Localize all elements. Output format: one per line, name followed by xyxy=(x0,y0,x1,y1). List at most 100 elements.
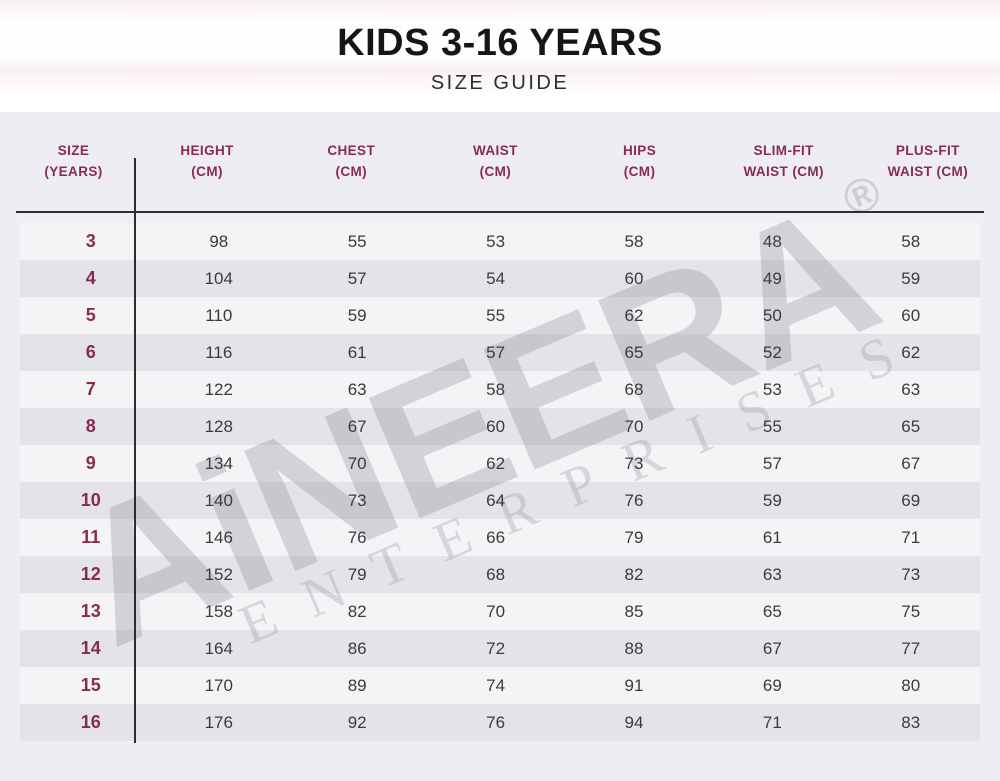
measurement-value: 176 xyxy=(204,712,233,732)
table-row-size-13: 13 158 82 70 85 65 75 xyxy=(20,593,980,630)
measurement-value: 71 xyxy=(901,527,921,547)
header-row: SIZE (YEARS) HEIGHT (CM) CHEST (CM) WAIST (CM) H… xyxy=(0,112,1000,211)
measurement-value: 58 xyxy=(486,379,506,399)
measurement-value: 92 xyxy=(347,712,367,732)
measurement-value: 68 xyxy=(624,379,644,399)
column-header-height-cm: HEIGHT (CM) xyxy=(180,142,234,179)
column-header-waist-cm: WAIST (CM) xyxy=(473,142,518,179)
measurement-value: 62 xyxy=(486,453,506,473)
measurement-value: 74 xyxy=(486,675,506,695)
measurement-value: 64 xyxy=(486,490,506,510)
measurement-value: 77 xyxy=(901,638,921,658)
size-value: 14 xyxy=(80,638,101,658)
measurement-value: 128 xyxy=(204,416,233,436)
measurement-value: 62 xyxy=(624,305,644,325)
measurement-value: 70 xyxy=(624,416,644,436)
column-header-size-years: SIZE (YEARS) xyxy=(44,142,103,179)
measurement-value: 86 xyxy=(347,638,367,658)
measurement-value: 170 xyxy=(204,675,233,695)
measurement-value: 60 xyxy=(486,416,506,436)
table-row-size-5: 5 110 59 55 62 50 60 xyxy=(20,297,980,334)
size-value: 16 xyxy=(80,712,101,732)
page-title: KIDS 3-16 YEARS xyxy=(337,22,663,64)
size-value: 13 xyxy=(80,601,101,621)
measurement-value: 152 xyxy=(204,564,233,584)
measurement-value: 88 xyxy=(624,638,644,658)
measurement-value: 53 xyxy=(762,379,782,399)
measurement-value: 72 xyxy=(486,638,506,658)
measurement-value: 52 xyxy=(762,342,782,362)
measurement-value: 60 xyxy=(624,268,644,288)
table-row-size-14: 14 164 86 72 88 67 77 xyxy=(20,630,980,667)
table-row-size-3: 3 98 55 53 58 48 58 xyxy=(20,223,980,260)
measurement-value: 116 xyxy=(205,342,233,362)
measurement-value: 69 xyxy=(901,490,921,510)
measurement-value: 49 xyxy=(762,268,782,288)
measurement-value: 59 xyxy=(762,490,782,510)
measurement-value: 140 xyxy=(204,490,233,510)
measurement-value: 58 xyxy=(624,231,644,251)
measurement-value: 110 xyxy=(205,305,233,325)
measurement-value: 73 xyxy=(901,564,921,584)
size-value: 7 xyxy=(85,379,96,399)
table-body: 3 98 55 53 58 48 58 4 104 57 54 60 49 59 5 110 59 55 62 50 6… xyxy=(0,211,1000,741)
size-column-divider-line xyxy=(134,158,136,743)
measurement-value: 58 xyxy=(901,231,921,251)
page-subtitle: SIZE GUIDE xyxy=(430,72,570,94)
measurement-value: 158 xyxy=(204,601,233,621)
size-value: 3 xyxy=(85,231,96,251)
table-row-size-8: 8 128 67 60 70 55 65 xyxy=(20,408,980,445)
measurement-value: 69 xyxy=(762,675,782,695)
measurement-value: 82 xyxy=(347,601,367,621)
size-value: 15 xyxy=(80,675,101,695)
table-row-size-7: 7 122 63 58 68 53 63 xyxy=(20,371,980,408)
measurement-value: 59 xyxy=(901,268,921,288)
measurement-value: 76 xyxy=(624,490,644,510)
measurement-value: 65 xyxy=(762,601,782,621)
column-header-hips-cm: HIPS (CM) xyxy=(622,142,657,179)
header-divider-line xyxy=(16,211,984,213)
measurement-value: 63 xyxy=(762,564,782,584)
size-value: 5 xyxy=(85,305,96,325)
measurement-value: 67 xyxy=(762,638,782,658)
size-chart-table: AiNEERA® ENTERPRISES SIZE (YEARS) HEIGHT (C… xyxy=(0,112,1000,781)
size-value: 10 xyxy=(80,490,101,510)
table-row-size-6: 6 116 61 57 65 52 62 xyxy=(20,334,980,371)
measurement-value: 85 xyxy=(624,601,644,621)
size-value: 6 xyxy=(85,342,96,362)
size-value: 9 xyxy=(85,453,96,473)
table-row-size-9: 9 134 70 62 73 57 67 xyxy=(20,445,980,482)
measurement-value: 71 xyxy=(762,712,782,732)
measurement-value: 57 xyxy=(762,453,782,473)
measurement-value: 82 xyxy=(624,564,644,584)
measurement-value: 80 xyxy=(901,675,921,695)
measurement-value: 73 xyxy=(624,453,644,473)
measurement-value: 67 xyxy=(901,453,921,473)
table-row-size-12: 12 152 79 68 82 63 73 xyxy=(20,556,980,593)
size-value: 11 xyxy=(81,527,101,547)
measurement-value: 55 xyxy=(486,305,506,325)
measurement-value: 122 xyxy=(204,379,233,399)
table-row-size-11: 11 146 76 66 79 61 71 xyxy=(20,519,980,556)
measurement-value: 104 xyxy=(204,268,233,288)
measurement-value: 60 xyxy=(901,305,921,325)
measurement-value: 50 xyxy=(762,305,782,325)
measurement-value: 59 xyxy=(347,305,367,325)
measurement-value: 63 xyxy=(347,379,367,399)
column-header-plus-fit-waist-cm: PLUS-FIT WAIST (CM) xyxy=(887,142,969,179)
measurement-value: 75 xyxy=(901,601,921,621)
size-value: 4 xyxy=(85,268,96,288)
size-value: 12 xyxy=(80,564,101,584)
measurement-value: 79 xyxy=(347,564,367,584)
measurement-value: 54 xyxy=(486,268,506,288)
table-row-size-10: 10 140 73 64 76 59 69 xyxy=(20,482,980,519)
measurement-value: 76 xyxy=(347,527,367,547)
measurement-value: 66 xyxy=(486,527,506,547)
measurement-value: 57 xyxy=(347,268,367,288)
table-row-size-15: 15 170 89 74 91 69 80 xyxy=(20,667,980,704)
measurement-value: 70 xyxy=(486,601,506,621)
measurement-value: 67 xyxy=(347,416,367,436)
table-row-size-16: 16 176 92 76 94 71 83 xyxy=(20,704,980,741)
measurement-value: 48 xyxy=(762,231,782,251)
